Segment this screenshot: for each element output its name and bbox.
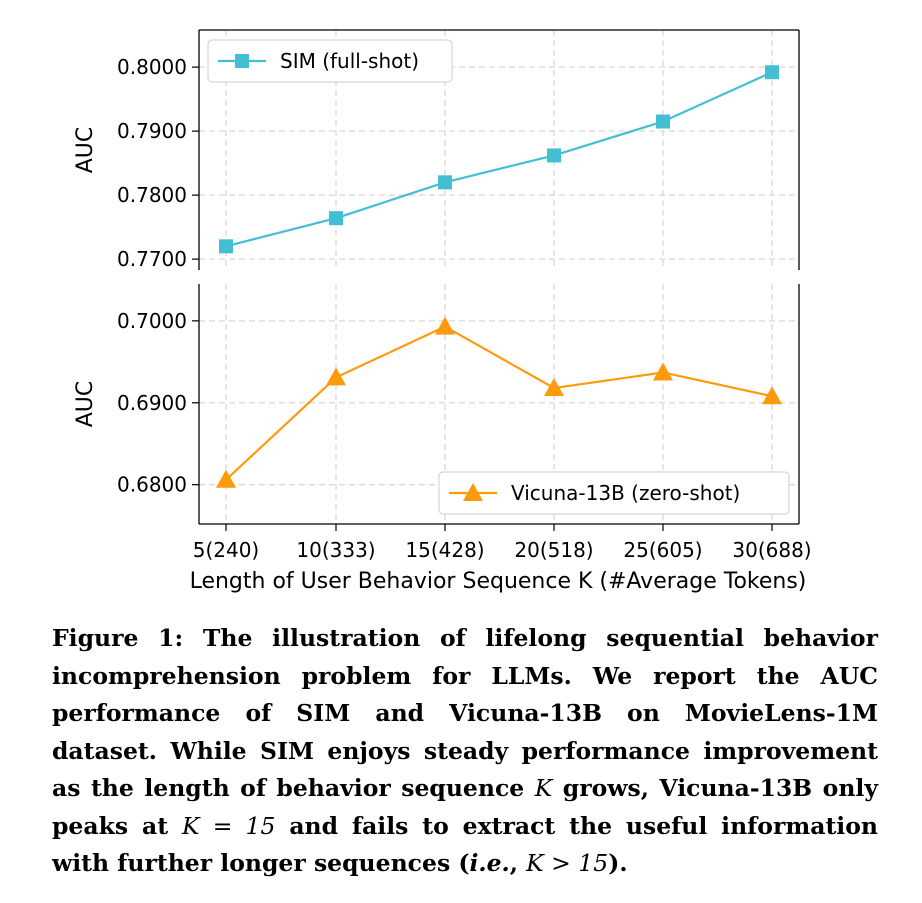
caption-ie: i.e. — [469, 849, 510, 877]
bottom-legend-box — [438, 471, 790, 515]
top-panel: 0.7700 0.7800 0.7900 0.8000 AUC SIM (full-sho… — [73, 29, 800, 271]
caption-text-1: Figure 1: The illustration of lifelong s… — [52, 624, 878, 802]
top-ytick-label-1: 0.7800 — [117, 183, 187, 207]
top-point-4 — [656, 114, 670, 129]
xtick-label-1: 10(333) — [296, 538, 375, 562]
top-ytick-label-3: 0.8000 — [117, 55, 187, 79]
bottom-point-0 — [216, 469, 236, 488]
bottom-point-5 — [762, 386, 782, 405]
caption-text-4: , — [509, 849, 527, 877]
top-legend-label: SIM (full-shot) — [280, 49, 419, 73]
bottom-legend-marker — [463, 483, 483, 501]
top-legend-marker — [235, 54, 249, 68]
xtick-label-5: 30(688) — [732, 538, 811, 562]
top-legend-box — [207, 39, 453, 83]
bottom-ytick-label-2: 0.7000 — [117, 309, 187, 333]
xtick-label-4: 25(605) — [623, 538, 702, 562]
top-point-1 — [329, 211, 343, 226]
bottom-point-2 — [435, 316, 455, 335]
figure-chart: 0.7700 0.7800 0.7900 0.8000 AUC SIM (full-sho… — [73, 29, 812, 594]
bottom-panel: 0.6800 0.6900 0.7000 AUC Vicuna-13B (zero-sh… — [73, 284, 800, 525]
bottom-ytick-label-1: 0.6900 — [117, 391, 187, 415]
caption-text-5: ). — [608, 849, 628, 877]
bottom-point-4 — [653, 362, 673, 381]
top-ytick-label-0: 0.7700 — [117, 247, 187, 271]
bottom-point-1 — [326, 367, 346, 386]
caption-math-k: K — [534, 774, 553, 802]
top-series-line-0 — [225, 71, 773, 248]
bottom-series-line-0 — [225, 325, 773, 481]
caption-math-k-equals: K = 15 — [181, 811, 276, 840]
bottom-ytick-label-0: 0.6800 — [117, 473, 187, 497]
figure-caption: Figure 1: The illustration of lifelong s… — [52, 620, 878, 883]
top-point-0 — [219, 239, 233, 254]
bottom-y-axis-label: AUC — [73, 381, 98, 428]
bottom-legend-label: Vicuna-13B (zero-shot) — [511, 481, 740, 505]
bottom-point-3 — [544, 378, 564, 397]
caption-math-k-greater: K > 15 — [526, 849, 609, 877]
xtick-label-0: 5(240) — [193, 538, 260, 562]
xtick-label-3: 20(518) — [514, 538, 593, 562]
top-point-2 — [438, 175, 452, 190]
x-axis-label: Length of User Behavior Sequence K (#Ave… — [190, 569, 807, 594]
top-y-axis-label: AUC — [73, 127, 98, 174]
top-ytick-label-2: 0.7900 — [117, 119, 187, 143]
caption-text-2: grows, Vicuna-13B only peaks at — [52, 774, 879, 840]
top-point-5 — [765, 65, 779, 80]
x-axis: 5(240) 10(333) 15(428) 20(518) 25(605) 30(688… — [193, 524, 812, 562]
top-point-3 — [547, 148, 561, 163]
xtick-label-2: 15(428) — [405, 538, 484, 562]
caption-text-3: and fails to extract the useful informat… — [52, 811, 878, 878]
